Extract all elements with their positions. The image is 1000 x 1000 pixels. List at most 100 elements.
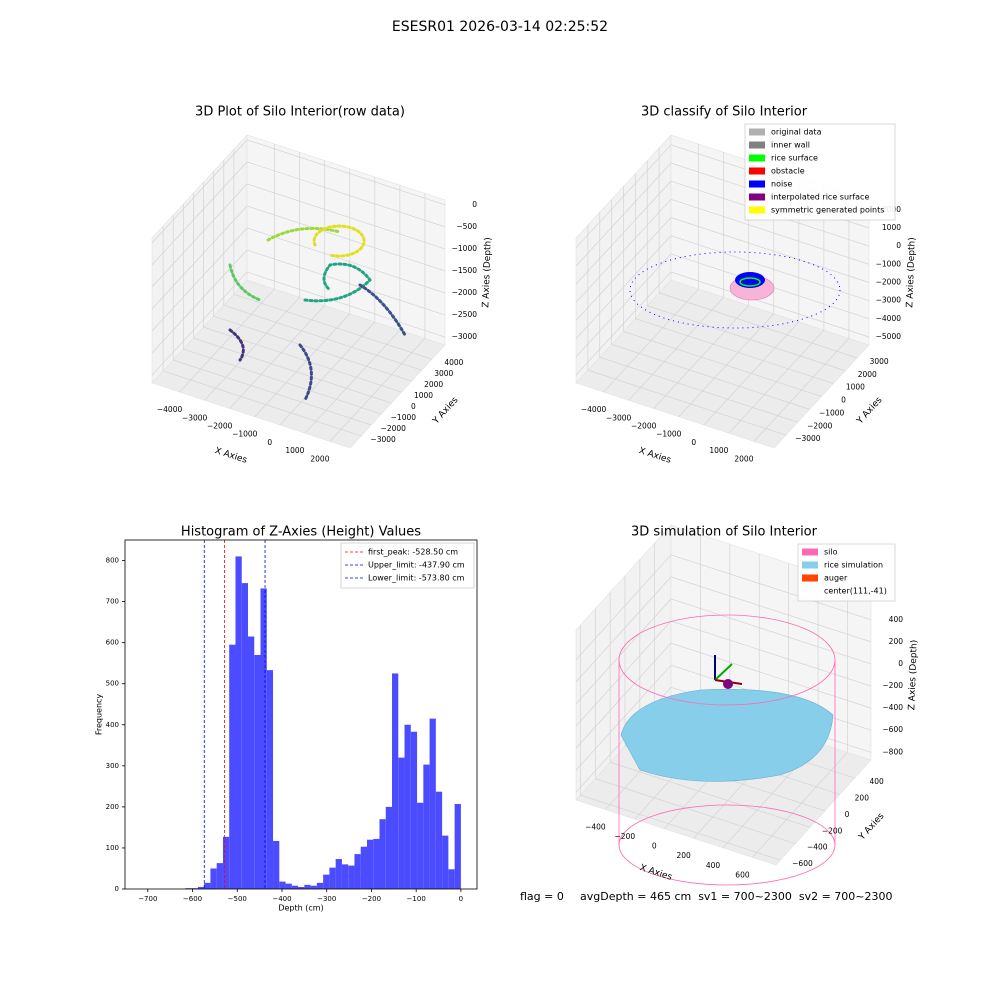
grid-line	[670, 642, 872, 709]
grid-line	[599, 356, 798, 423]
z-tick-label: 0	[898, 659, 903, 668]
legend-label: rice surface	[771, 154, 818, 163]
y-tick-label: −1000	[819, 408, 845, 417]
x-tick-label: 1000	[709, 446, 728, 455]
legend-patch	[749, 141, 765, 149]
surface-sketch	[739, 277, 761, 287]
y-tick-label: 400	[106, 721, 119, 729]
x-tick-label: −2000	[207, 422, 233, 431]
bar	[235, 556, 242, 889]
z-tick-label: −800	[882, 747, 903, 756]
x-axis-label: X Axies	[637, 446, 672, 466]
x-axis-label: Depth (cm)	[278, 904, 323, 913]
grid-line	[575, 235, 672, 339]
y-tick-label: 0	[841, 396, 846, 405]
grid-line	[151, 161, 248, 266]
grid-line	[151, 271, 248, 376]
grid-line	[580, 794, 781, 861]
legend-label: first_peak: -528.50 cm	[368, 548, 458, 557]
grid-line	[575, 199, 672, 303]
bar	[329, 867, 336, 889]
grid-line	[163, 370, 362, 437]
y-tick-label: 300	[106, 762, 119, 770]
x-tick-label: −300	[317, 895, 336, 903]
bar	[304, 884, 311, 889]
grid-line	[151, 227, 248, 332]
grid-line	[670, 576, 872, 643]
grid-line	[254, 313, 351, 417]
bar	[435, 791, 443, 889]
legend-label: Upper_limit: -437.90 cm	[368, 561, 465, 570]
z-tick-label: −1500	[452, 266, 478, 275]
grid-line	[659, 292, 858, 359]
x-axis-label: X Axies	[213, 446, 248, 466]
z-tick-label: −5000	[876, 332, 902, 341]
bar	[222, 836, 230, 889]
y-tick-label: 100	[106, 844, 119, 852]
points-arc	[266, 226, 342, 242]
grid-line	[575, 217, 672, 321]
points-arc	[312, 224, 366, 258]
y-axis-label: Y Axies	[857, 811, 887, 843]
grid-line	[279, 321, 376, 426]
y-tick-label: 1000	[414, 391, 433, 400]
grid-line	[575, 271, 672, 376]
grid-line	[246, 249, 446, 316]
raw-points	[228, 224, 407, 402]
legend-label: Lower_limit: -573.80 cm	[368, 574, 465, 583]
legend-patch	[749, 206, 765, 214]
z-tick-label: −500	[456, 222, 477, 231]
subplot-title: 3D Plot of Silo Interior(row data)	[195, 105, 405, 120]
y-tick-label: 200	[106, 803, 119, 811]
y-tick-label: −2000	[807, 421, 833, 430]
x-tick-label: 400	[706, 861, 721, 870]
legend-label: obstacle	[771, 167, 805, 176]
y-tick-label: 0	[845, 810, 850, 819]
point-cloud-sketch	[228, 224, 841, 886]
grid-line	[246, 227, 446, 294]
bar	[341, 864, 349, 889]
points-arc	[228, 328, 245, 362]
x-tick-label: −200	[362, 895, 381, 903]
z-tick-label: 0	[472, 200, 477, 209]
y-tick-label: 800	[106, 557, 119, 565]
silo-top	[618, 614, 836, 706]
x-tick-label: −3000	[182, 413, 208, 422]
bar	[379, 819, 386, 889]
subplot-title: Histogram of Z-Axies (Height) Values	[181, 525, 421, 540]
bar	[204, 882, 211, 889]
grid-line	[204, 297, 300, 401]
x-tick-label: 200	[676, 851, 691, 860]
y-tick-label: −400	[807, 843, 828, 852]
grid-line	[752, 752, 848, 858]
y-tick-label: 1000	[846, 383, 865, 392]
bar	[216, 863, 223, 889]
x-tick-label: 0	[267, 438, 272, 447]
bar	[279, 881, 286, 889]
bar	[454, 804, 461, 889]
bar	[417, 802, 424, 889]
z-axis-label: Z Axies (Depth)	[481, 237, 493, 308]
y-tick-label: 600	[106, 639, 119, 647]
y-tick-label: 0	[411, 402, 416, 411]
bar	[354, 854, 361, 889]
grid-line	[670, 554, 872, 621]
grid-line	[193, 337, 392, 404]
z-tick-label: 0	[896, 241, 901, 250]
legend-label: symmetric generated points	[771, 206, 884, 215]
z-tick-label: −1000	[452, 244, 478, 253]
legend-label: inner wall	[771, 141, 810, 150]
bar	[210, 868, 217, 889]
footer-flag: flag = 0	[520, 890, 564, 903]
legend-label: silo	[824, 548, 838, 557]
grid-line	[151, 139, 248, 244]
z-tick-label: 400	[889, 615, 904, 624]
y-axis-label: Frequency	[95, 694, 104, 736]
legend-patch	[749, 128, 765, 136]
z-tick-label: −200	[882, 681, 903, 690]
bar	[298, 886, 305, 889]
grid-line	[575, 162, 672, 267]
grid-line	[233, 293, 432, 360]
bar	[423, 764, 430, 889]
x-axis-label: X Axies	[638, 863, 673, 883]
